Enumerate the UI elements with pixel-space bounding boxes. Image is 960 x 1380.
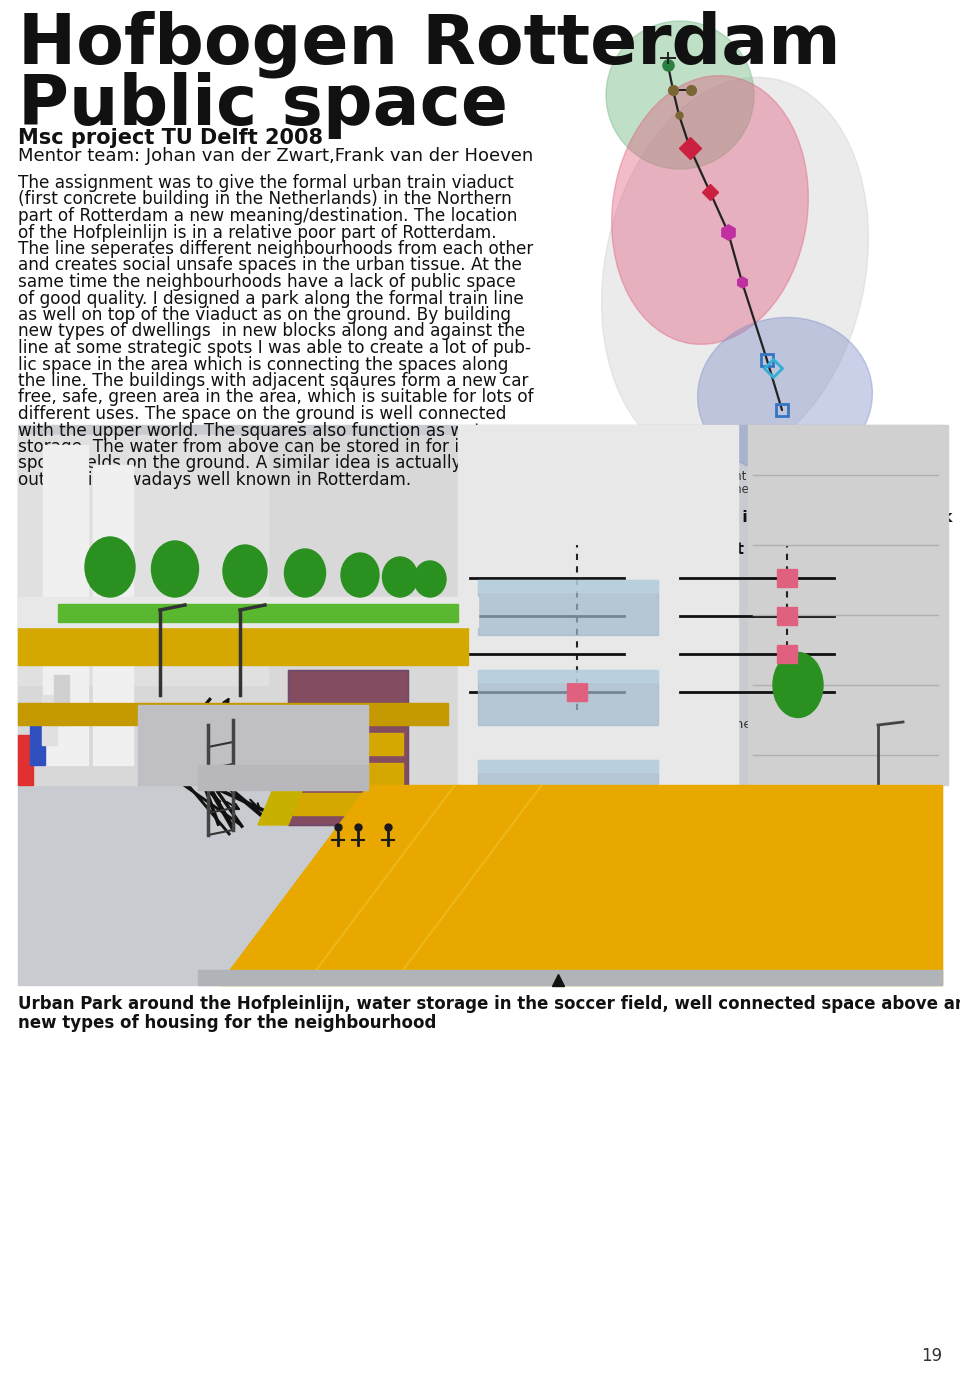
Text: Street network: Street network — [480, 718, 579, 731]
Text: Msc project TU Delft 2008: Msc project TU Delft 2008 — [18, 128, 323, 148]
Bar — [478, 580, 658, 592]
Bar — [54, 675, 69, 724]
Bar — [293, 733, 403, 755]
Bar — [138, 705, 368, 785]
Bar — [30, 715, 45, 765]
Bar — [478, 760, 658, 771]
Text: storage. The water from above can be stored in for instance: storage. The water from above can be sto… — [18, 437, 526, 455]
Bar — [18, 736, 33, 785]
Bar — [778, 607, 798, 625]
Bar — [288, 671, 408, 825]
Bar — [458, 425, 738, 865]
Text: Hofbogen Rotterdam: Hofbogen Rotterdam — [18, 10, 841, 77]
Text: sports fields on the ground. A similar idea is actually worked: sports fields on the ground. A similar i… — [18, 454, 528, 472]
Text: Public space: Public space — [18, 72, 508, 139]
Bar — [18, 425, 942, 985]
Bar — [198, 765, 368, 789]
Text: out and is nowadays well known in Rotterdam.: out and is nowadays well known in Rotter… — [18, 471, 411, 489]
Bar — [42, 696, 57, 745]
Text: line at some strategic spots I was able to create a lot of pub-: line at some strategic spots I was able … — [18, 339, 531, 357]
Text: total.: total. — [470, 495, 501, 509]
Ellipse shape — [612, 76, 808, 345]
Ellipse shape — [773, 653, 823, 718]
Ellipse shape — [284, 549, 325, 598]
Text: Mentor team: Johan van der Zwart,Frank van der Hoeven: Mentor team: Johan van der Zwart,Frank v… — [18, 148, 533, 166]
Ellipse shape — [223, 545, 267, 598]
Ellipse shape — [414, 562, 446, 598]
Ellipse shape — [606, 21, 754, 168]
Text: free, safe, green area in the area, which is suitable for lots of: free, safe, green area in the area, whic… — [18, 389, 534, 407]
Ellipse shape — [382, 558, 418, 598]
Text: Urban Park around the Hofpleinlijn, water storage in the soccer field, well conn: Urban Park around the Hofpleinlijn, wate… — [18, 995, 960, 1013]
Bar — [478, 760, 658, 816]
Bar — [478, 671, 658, 682]
Text: the line. The buildings with adjacent sqaures form a new car: the line. The buildings with adjacent sq… — [18, 373, 529, 391]
Bar — [43, 444, 88, 765]
Bar — [293, 793, 403, 816]
Text: lic space in the area which is connecting the spaces along: lic space in the area which is connectin… — [18, 356, 509, 374]
Text: Street network after design:: Street network after design: — [690, 542, 936, 558]
Ellipse shape — [698, 317, 873, 472]
Text: same time the neighbourhoods have a lack of public space: same time the neighbourhoods have a lack… — [18, 273, 516, 291]
Text: Street network: Street network — [690, 718, 789, 731]
Text: The bubbles indicate the reach of the different public spaces. The colours: The bubbles indicate the reach of the di… — [470, 471, 906, 483]
Text: 19: 19 — [921, 1347, 942, 1365]
Bar — [478, 671, 658, 724]
Text: match the public space. The grey bubble is the area of the Hofbogen itself in: match the public space. The grey bubble … — [470, 483, 925, 495]
Ellipse shape — [85, 537, 135, 598]
Bar — [198, 970, 942, 985]
Text: part of Rotterdam a new meaning/destination. The location: part of Rotterdam a new meaning/destinat… — [18, 207, 517, 225]
Text: of the Hofpleinlijn is in a relative poor part of Rotterdam.: of the Hofpleinlijn is in a relative poo… — [18, 224, 496, 241]
Bar — [748, 425, 948, 785]
Ellipse shape — [602, 77, 869, 462]
Ellipse shape — [341, 553, 379, 598]
Bar — [18, 702, 448, 724]
Text: new types of housing for the neighbourhood: new types of housing for the neighbourho… — [18, 1014, 437, 1032]
Bar — [18, 435, 268, 684]
Text: The line seperates different neighbourhoods from each other: The line seperates different neighbourho… — [18, 240, 534, 258]
Text: (first concrete building in the Netherlands) in the Northern: (first concrete building in the Netherla… — [18, 190, 512, 208]
Text: Conceptdrawing of reach and impact of the new park: Conceptdrawing of reach and impact of th… — [470, 511, 952, 524]
Bar — [293, 763, 403, 785]
Text: new types of dwellings  in new blocks along and against the: new types of dwellings in new blocks alo… — [18, 323, 525, 341]
Text: different uses. The space on the ground is well connected: different uses. The space on the ground … — [18, 404, 506, 424]
Bar — [567, 683, 588, 701]
Bar — [58, 604, 458, 622]
Text: Excisting street network:: Excisting street network: — [470, 542, 687, 558]
Bar — [93, 465, 133, 765]
Bar — [18, 435, 478, 785]
Polygon shape — [258, 765, 313, 825]
Text: as well on top of the viaduct as on the ground. By building: as well on top of the viaduct as on the … — [18, 306, 511, 324]
Bar — [478, 580, 658, 635]
Bar — [18, 598, 478, 627]
Bar — [778, 644, 798, 662]
Ellipse shape — [152, 541, 199, 598]
Text: with the upper world. The squares also function as water-: with the upper world. The squares also f… — [18, 421, 503, 439]
Bar — [288, 671, 408, 825]
Polygon shape — [218, 785, 942, 985]
Text: The assignment was to give the formal urban train viaduct: The assignment was to give the formal ur… — [18, 174, 514, 192]
Bar — [18, 627, 468, 665]
Text: of good quality. I designed a park along the formal train line: of good quality. I designed a park along… — [18, 290, 524, 308]
Text: and creates social unsafe spaces in the urban tissue. At the: and creates social unsafe spaces in the … — [18, 257, 522, 275]
Bar — [778, 569, 798, 586]
